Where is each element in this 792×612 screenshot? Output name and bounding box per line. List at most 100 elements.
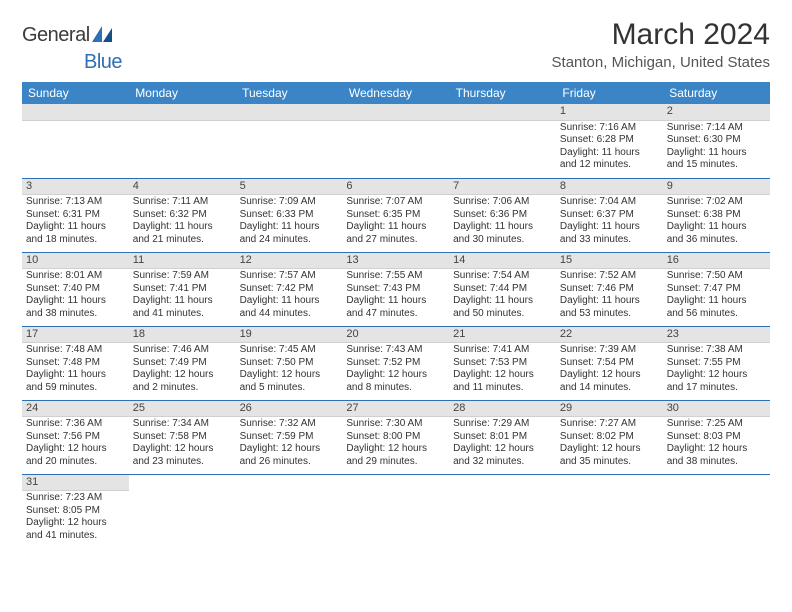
day-number: 5 [236, 179, 343, 196]
day-cell [236, 474, 343, 548]
day-number: 6 [342, 179, 449, 196]
sunrise-text: Sunrise: 7:45 AM [240, 344, 339, 357]
daylight-text: Daylight: 11 hours and 33 minutes. [560, 221, 659, 246]
sunrise-text: Sunrise: 7:34 AM [133, 418, 232, 431]
day-details: Sunrise: 7:25 AMSunset: 8:03 PMDaylight:… [663, 417, 770, 470]
day-cell: 3Sunrise: 7:13 AMSunset: 6:31 PMDaylight… [22, 178, 129, 252]
day-details: Sunrise: 7:45 AMSunset: 7:50 PMDaylight:… [236, 343, 343, 396]
daylight-text: Daylight: 11 hours and 59 minutes. [26, 369, 125, 394]
day-cell [342, 474, 449, 548]
day-cell: 31Sunrise: 7:23 AMSunset: 8:05 PMDayligh… [22, 474, 129, 548]
sunset-text: Sunset: 6:33 PM [240, 209, 339, 222]
daylight-text: Daylight: 12 hours and 14 minutes. [560, 369, 659, 394]
weekday-header: Saturday [663, 82, 770, 104]
sunrise-text: Sunrise: 7:48 AM [26, 344, 125, 357]
daylight-text: Daylight: 11 hours and 53 minutes. [560, 295, 659, 320]
week-row: 3Sunrise: 7:13 AMSunset: 6:31 PMDaylight… [22, 178, 770, 252]
day-details: Sunrise: 7:02 AMSunset: 6:38 PMDaylight:… [663, 195, 770, 248]
calendar-page: General March 2024 Stanton, Michigan, Un… [0, 0, 792, 558]
day-number: 7 [449, 179, 556, 196]
day-number: 12 [236, 253, 343, 270]
day-cell [342, 104, 449, 178]
day-details: Sunrise: 7:50 AMSunset: 7:47 PMDaylight:… [663, 269, 770, 322]
sunset-text: Sunset: 8:00 PM [346, 431, 445, 444]
day-number: 28 [449, 401, 556, 418]
daylight-text: Daylight: 12 hours and 20 minutes. [26, 443, 125, 468]
brand-part2: Blue [84, 51, 122, 73]
sunset-text: Sunset: 7:55 PM [667, 357, 766, 370]
day-details: Sunrise: 7:11 AMSunset: 6:32 PMDaylight:… [129, 195, 236, 248]
sunset-text: Sunset: 6:37 PM [560, 209, 659, 222]
sail-icon [92, 26, 114, 42]
day-cell: 1Sunrise: 7:16 AMSunset: 6:28 PMDaylight… [556, 104, 663, 178]
day-cell: 5Sunrise: 7:09 AMSunset: 6:33 PMDaylight… [236, 178, 343, 252]
sunset-text: Sunset: 6:35 PM [346, 209, 445, 222]
day-cell: 7Sunrise: 7:06 AMSunset: 6:36 PMDaylight… [449, 178, 556, 252]
sunset-text: Sunset: 7:50 PM [240, 357, 339, 370]
day-number: 3 [22, 179, 129, 196]
sunrise-text: Sunrise: 7:25 AM [667, 418, 766, 431]
weekday-header: Wednesday [342, 82, 449, 104]
day-number: 8 [556, 179, 663, 196]
day-number: 22 [556, 327, 663, 344]
day-details: Sunrise: 7:06 AMSunset: 6:36 PMDaylight:… [449, 195, 556, 248]
day-cell: 22Sunrise: 7:39 AMSunset: 7:54 PMDayligh… [556, 326, 663, 400]
day-number: 23 [663, 327, 770, 344]
sunrise-text: Sunrise: 7:06 AM [453, 196, 552, 209]
daylight-text: Daylight: 12 hours and 32 minutes. [453, 443, 552, 468]
day-number: 2 [663, 104, 770, 121]
sunset-text: Sunset: 7:43 PM [346, 283, 445, 296]
calendar-table: Sunday Monday Tuesday Wednesday Thursday… [22, 82, 770, 548]
day-cell: 24Sunrise: 7:36 AMSunset: 7:56 PMDayligh… [22, 400, 129, 474]
day-details: Sunrise: 7:52 AMSunset: 7:46 PMDaylight:… [556, 269, 663, 322]
sunrise-text: Sunrise: 7:36 AM [26, 418, 125, 431]
daylight-text: Daylight: 12 hours and 38 minutes. [667, 443, 766, 468]
sunset-text: Sunset: 7:44 PM [453, 283, 552, 296]
daylight-text: Daylight: 12 hours and 26 minutes. [240, 443, 339, 468]
daylight-text: Daylight: 12 hours and 8 minutes. [346, 369, 445, 394]
day-details: Sunrise: 7:46 AMSunset: 7:49 PMDaylight:… [129, 343, 236, 396]
day-cell: 27Sunrise: 7:30 AMSunset: 8:00 PMDayligh… [342, 400, 449, 474]
sunrise-text: Sunrise: 7:04 AM [560, 196, 659, 209]
week-row: 24Sunrise: 7:36 AMSunset: 7:56 PMDayligh… [22, 400, 770, 474]
day-cell [22, 104, 129, 178]
day-cell: 17Sunrise: 7:48 AMSunset: 7:48 PMDayligh… [22, 326, 129, 400]
daylight-text: Daylight: 11 hours and 41 minutes. [133, 295, 232, 320]
day-number: 11 [129, 253, 236, 270]
day-cell: 25Sunrise: 7:34 AMSunset: 7:58 PMDayligh… [129, 400, 236, 474]
daylight-text: Daylight: 12 hours and 41 minutes. [26, 517, 125, 542]
day-cell: 30Sunrise: 7:25 AMSunset: 8:03 PMDayligh… [663, 400, 770, 474]
day-details: Sunrise: 7:41 AMSunset: 7:53 PMDaylight:… [449, 343, 556, 396]
day-number: 15 [556, 253, 663, 270]
daylight-text: Daylight: 11 hours and 18 minutes. [26, 221, 125, 246]
day-details: Sunrise: 7:55 AMSunset: 7:43 PMDaylight:… [342, 269, 449, 322]
sunrise-text: Sunrise: 7:54 AM [453, 270, 552, 283]
day-cell: 28Sunrise: 7:29 AMSunset: 8:01 PMDayligh… [449, 400, 556, 474]
day-cell [129, 474, 236, 548]
day-details: Sunrise: 7:16 AMSunset: 6:28 PMDaylight:… [556, 121, 663, 174]
weekday-header: Sunday [22, 82, 129, 104]
day-cell: 20Sunrise: 7:43 AMSunset: 7:52 PMDayligh… [342, 326, 449, 400]
day-details: Sunrise: 7:27 AMSunset: 8:02 PMDaylight:… [556, 417, 663, 470]
day-details: Sunrise: 7:34 AMSunset: 7:58 PMDaylight:… [129, 417, 236, 470]
sunrise-text: Sunrise: 7:43 AM [346, 344, 445, 357]
day-number: 29 [556, 401, 663, 418]
sunrise-text: Sunrise: 7:59 AM [133, 270, 232, 283]
day-cell: 12Sunrise: 7:57 AMSunset: 7:42 PMDayligh… [236, 252, 343, 326]
day-number: 9 [663, 179, 770, 196]
day-cell [663, 474, 770, 548]
sunset-text: Sunset: 7:48 PM [26, 357, 125, 370]
day-cell: 19Sunrise: 7:45 AMSunset: 7:50 PMDayligh… [236, 326, 343, 400]
week-row: 31Sunrise: 7:23 AMSunset: 8:05 PMDayligh… [22, 474, 770, 548]
day-details: Sunrise: 7:29 AMSunset: 8:01 PMDaylight:… [449, 417, 556, 470]
day-details: Sunrise: 7:57 AMSunset: 7:42 PMDaylight:… [236, 269, 343, 322]
day-cell: 9Sunrise: 7:02 AMSunset: 6:38 PMDaylight… [663, 178, 770, 252]
sunrise-text: Sunrise: 7:32 AM [240, 418, 339, 431]
daylight-text: Daylight: 11 hours and 47 minutes. [346, 295, 445, 320]
daylight-text: Daylight: 11 hours and 12 minutes. [560, 147, 659, 172]
day-number: 10 [22, 253, 129, 270]
sunset-text: Sunset: 7:53 PM [453, 357, 552, 370]
daylight-text: Daylight: 12 hours and 23 minutes. [133, 443, 232, 468]
day-cell: 13Sunrise: 7:55 AMSunset: 7:43 PMDayligh… [342, 252, 449, 326]
sunrise-text: Sunrise: 7:52 AM [560, 270, 659, 283]
